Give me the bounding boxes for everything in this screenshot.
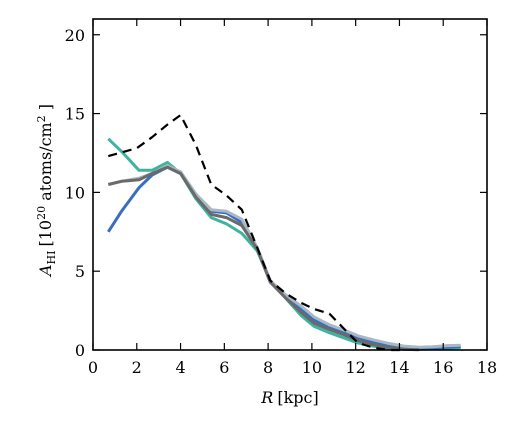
x-tick-label: 14 — [389, 358, 409, 377]
series-line-3 — [107, 164, 461, 349]
y-tick-label: 20 — [65, 26, 85, 45]
x-tick-label: 12 — [345, 358, 365, 377]
x-tick-label: 10 — [302, 358, 322, 377]
y-axis-unit-pre: [10 — [36, 220, 55, 247]
y-ticks: 0 5 10 15 20 — [65, 26, 487, 360]
x-axis-label: R [kpc] — [260, 388, 318, 407]
y-axis-label-group: AHI [1020 atoms/cm2 ] — [35, 104, 58, 278]
x-tick-label: 6 — [219, 358, 229, 377]
x-tick-label: 16 — [433, 358, 453, 377]
y-axis-unit-exp: 20 — [35, 206, 48, 220]
y-axis-sub: HI — [45, 251, 58, 265]
y-axis-unit-exp2: 2 — [35, 115, 48, 122]
plot-frame — [92, 18, 488, 351]
x-tick-label: 0 — [88, 358, 98, 377]
y-tick-label: 10 — [65, 183, 85, 202]
x-tick-label: 8 — [263, 358, 273, 377]
x-axis-var: R — [260, 388, 273, 407]
x-tick-label: 18 — [477, 358, 497, 377]
y-tick-label: 5 — [75, 262, 85, 281]
y-tick-label: 15 — [65, 105, 85, 124]
x-ticks: 0 2 4 6 8 10 12 14 16 18 — [88, 19, 497, 377]
series-line-5 — [108, 113, 404, 352]
y-axis-unit-post: ] — [36, 104, 55, 115]
x-tick-label: 2 — [132, 358, 142, 377]
x-axis-unit: [kpc] — [277, 388, 318, 407]
y-axis-var: A — [36, 264, 55, 278]
y-tick-label: 0 — [75, 341, 85, 360]
y-axis-unit-mid: atoms/cm — [36, 122, 55, 206]
x-tick-label: 4 — [175, 358, 185, 377]
y-axis-label: AHI [1020 atoms/cm2 ] — [35, 104, 58, 278]
